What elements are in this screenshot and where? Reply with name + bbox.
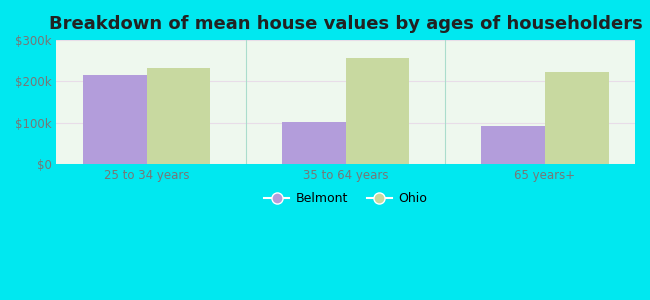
- Bar: [83, 75, 146, 164]
- Bar: [545, 72, 608, 164]
- Legend: Belmont, Ohio: Belmont, Ohio: [259, 187, 432, 210]
- Bar: [282, 122, 346, 164]
- Bar: [146, 68, 211, 164]
- Title: Breakdown of mean house values by ages of householders: Breakdown of mean house values by ages o…: [49, 15, 643, 33]
- Bar: [481, 126, 545, 164]
- Bar: [346, 58, 410, 164]
